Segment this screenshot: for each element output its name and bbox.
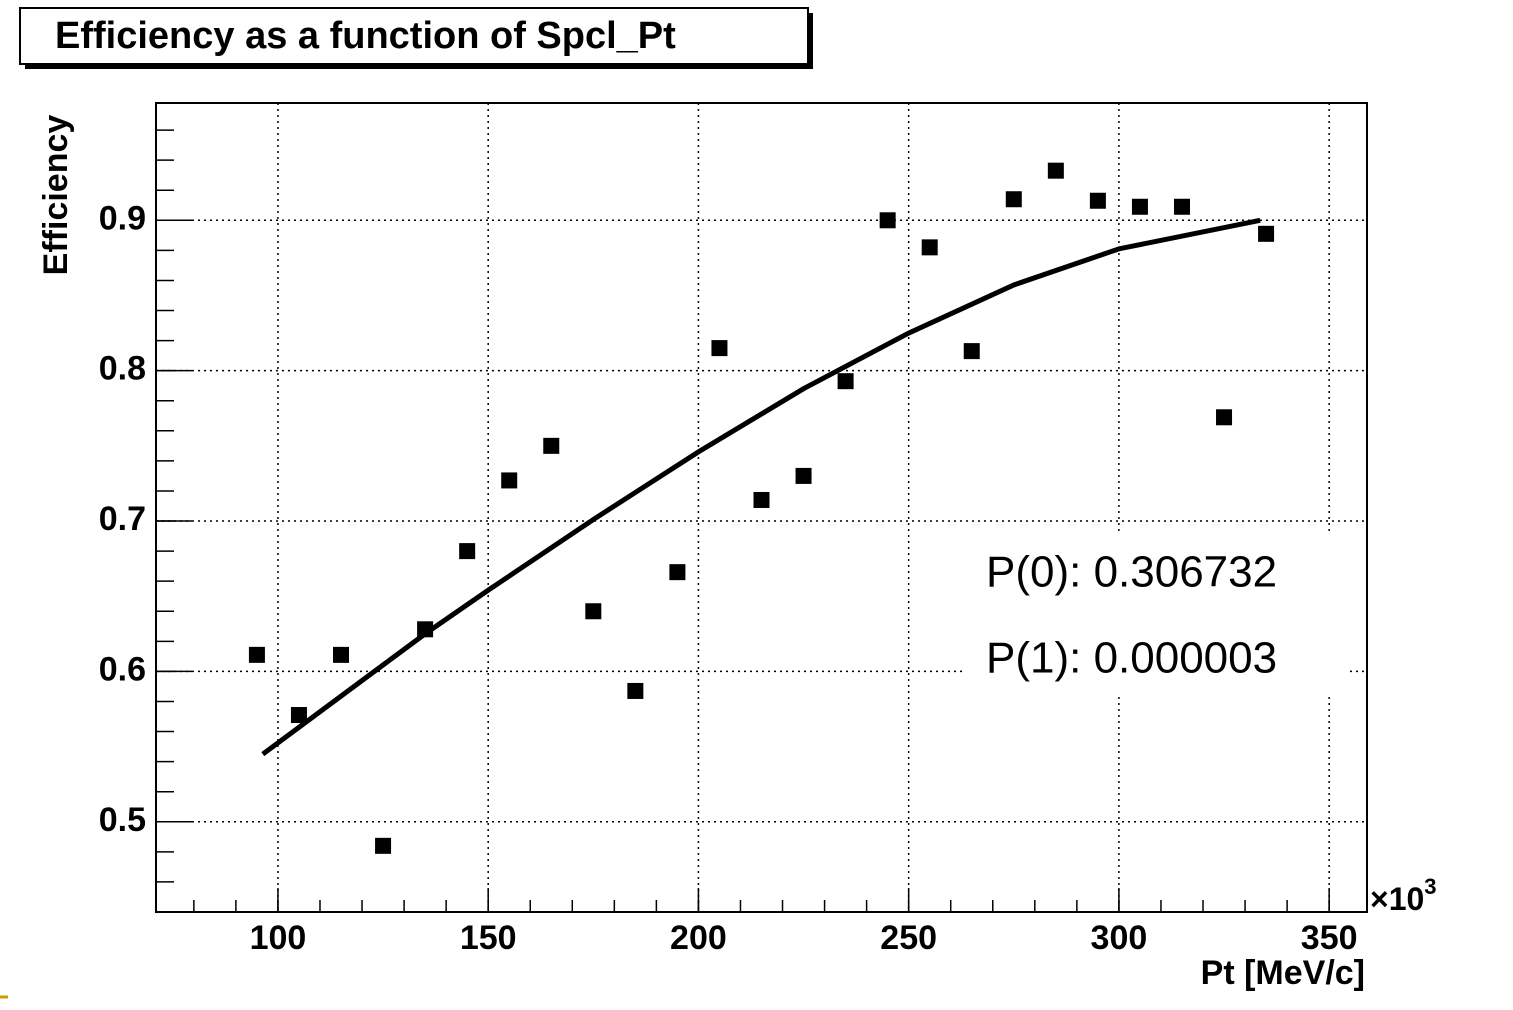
x-axis-label: Pt [MeV/c]: [1201, 954, 1365, 992]
data-point: [333, 646, 350, 663]
data-point: [753, 491, 770, 508]
data-point: [501, 472, 518, 489]
data-point: [711, 340, 728, 357]
multiplier-base: ×10: [1370, 881, 1424, 917]
data-point: [248, 646, 265, 663]
x-tick-label: 150: [460, 919, 517, 957]
y-tick-label: 0.7: [99, 500, 146, 538]
data-point: [1005, 191, 1022, 208]
chart-title: Efficiency as a function of Spcl_Pt: [55, 15, 676, 57]
fit-box: [966, 533, 1350, 696]
data-point: [585, 603, 602, 620]
data-point: [627, 682, 644, 699]
x-tick-label: 250: [880, 919, 937, 957]
x-tick-label: 100: [250, 919, 307, 957]
data-point: [837, 373, 854, 390]
data-point: [921, 239, 938, 256]
fit-parameter: P(0): 0.306732: [986, 548, 1277, 597]
y-tick-label: 0.9: [99, 199, 146, 237]
y-tick-label: 0.5: [99, 801, 146, 839]
data-point: [963, 343, 980, 360]
y-axis-label: Efficiency: [37, 115, 75, 276]
plot-frame: [155, 102, 1368, 913]
data-point: [1131, 198, 1148, 215]
x-tick-label: 200: [670, 919, 727, 957]
data-point: [795, 467, 812, 484]
data-point: [1047, 162, 1064, 179]
data-point: [290, 707, 307, 724]
y-tick-label: 0.6: [99, 650, 146, 688]
multiplier-exponent: 3: [1424, 874, 1436, 899]
data-point: [1258, 225, 1275, 242]
data-point: [417, 621, 434, 638]
fit-parameter: P(1): 0.000003: [986, 634, 1277, 683]
title-box: [19, 7, 809, 65]
x-tick-label: 300: [1091, 919, 1148, 957]
x-multiplier: ×103: [1370, 874, 1437, 918]
data-point: [543, 437, 560, 454]
data-point: [459, 543, 476, 560]
data-point: [1089, 192, 1106, 209]
data-point: [669, 564, 686, 581]
y-tick-label: 0.8: [99, 350, 146, 388]
data-point: [1173, 198, 1190, 215]
x-tick-label: 350: [1301, 919, 1358, 957]
data-point: [375, 837, 392, 854]
fit-curve: [261, 217, 1261, 757]
data-point: [1216, 409, 1233, 426]
data-point: [879, 212, 896, 229]
